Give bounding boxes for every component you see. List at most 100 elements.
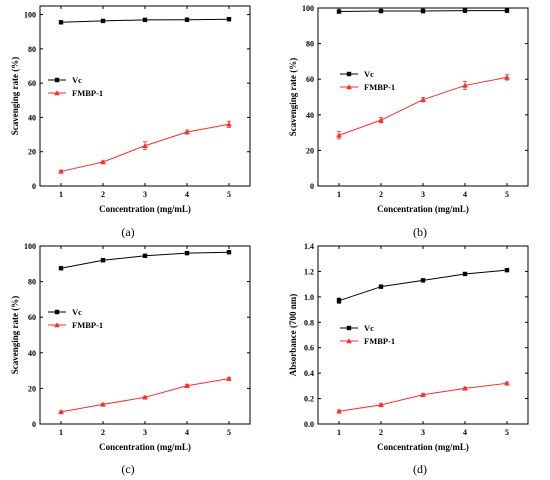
x-tick-label: 2 bbox=[379, 428, 383, 437]
series-fmbp-1 bbox=[336, 74, 510, 140]
chart-panel-2: 0 20 40 60 80 100 1 2 3 4 5 Concentration (mg/mL) Sc… bbox=[288, 4, 529, 239]
legend-label: FMBP-1 bbox=[364, 336, 395, 346]
data-point bbox=[226, 375, 232, 381]
x-tick-label: 5 bbox=[227, 190, 231, 199]
data-point bbox=[226, 17, 232, 22]
legend: Vc FMBP-1 bbox=[340, 323, 395, 346]
y-tick-label: 20 bbox=[28, 384, 36, 393]
data-point bbox=[462, 271, 468, 277]
y-tick-label: 20 bbox=[28, 148, 36, 157]
legend-marker bbox=[54, 322, 60, 328]
x-axis-title: Concentration (mg/mL) bbox=[99, 442, 191, 452]
y-axis-title: Scavenging rate (%) bbox=[10, 296, 20, 375]
data-point bbox=[184, 17, 190, 22]
legend: Vc FMBP-1 bbox=[340, 69, 395, 92]
data-point bbox=[378, 117, 384, 123]
y-tick-label: 0 bbox=[32, 420, 36, 429]
series-vc bbox=[58, 17, 232, 25]
y-tick-label: 60 bbox=[306, 75, 314, 84]
data-point bbox=[378, 284, 384, 289]
data-point bbox=[184, 382, 190, 388]
chart-panel-1: 0 20 40 60 80 100 1 2 3 4 5 Concentration (mg/mL) Sc… bbox=[10, 5, 251, 239]
data-point bbox=[378, 8, 384, 14]
series-fmbp-1 bbox=[58, 120, 232, 174]
y-tick-label: 100 bbox=[24, 11, 36, 20]
data-point bbox=[336, 132, 342, 138]
x-tick-label: 4 bbox=[185, 190, 189, 199]
data-point bbox=[462, 385, 468, 391]
y-tick-label: 80 bbox=[28, 45, 36, 54]
series-vc bbox=[336, 8, 510, 14]
panel-tag: (c) bbox=[121, 462, 134, 476]
y-axis-title: Scavenging rate (%) bbox=[288, 58, 298, 137]
legend-label: Vc bbox=[72, 75, 82, 85]
legend-marker bbox=[346, 71, 352, 77]
data-point bbox=[100, 18, 106, 24]
data-point bbox=[58, 266, 64, 271]
panel-tag: (d) bbox=[413, 462, 427, 476]
y-tick-label: 0.8 bbox=[304, 318, 314, 327]
data-point bbox=[142, 394, 148, 400]
x-tick-label: 4 bbox=[185, 428, 189, 437]
y-tick-label: 0.2 bbox=[304, 395, 314, 404]
data-point bbox=[100, 159, 106, 165]
panel-tag: (a) bbox=[121, 225, 134, 239]
x-tick-label: 4 bbox=[463, 190, 467, 199]
data-point bbox=[504, 8, 510, 13]
legend-marker bbox=[346, 84, 352, 90]
legend-label: FMBP-1 bbox=[72, 320, 103, 330]
data-point bbox=[336, 298, 342, 303]
data-point bbox=[184, 250, 190, 256]
legend-marker bbox=[346, 338, 352, 344]
x-tick-label: 1 bbox=[59, 190, 63, 199]
data-point bbox=[420, 278, 426, 283]
legend-marker bbox=[54, 90, 60, 96]
data-point bbox=[58, 409, 64, 415]
data-point bbox=[420, 8, 426, 14]
series-line bbox=[338, 382, 508, 412]
legend-marker bbox=[346, 325, 352, 331]
legend-marker bbox=[54, 77, 60, 83]
data-point bbox=[100, 258, 106, 263]
y-tick-label: 80 bbox=[28, 278, 36, 287]
data-point bbox=[58, 168, 64, 174]
legend-label: Vc bbox=[72, 307, 82, 317]
y-tick-label: 40 bbox=[28, 349, 36, 358]
data-point bbox=[100, 401, 106, 407]
data-point bbox=[58, 20, 64, 25]
x-tick-label: 5 bbox=[505, 428, 509, 437]
y-tick-label: 40 bbox=[28, 113, 36, 122]
chart-panel-3: 0 20 40 60 80 100 1 2 3 4 5 Concentration (mg/mL) Sc… bbox=[10, 242, 251, 476]
x-tick-label: 3 bbox=[421, 428, 425, 437]
legend: Vc FMBP-1 bbox=[48, 307, 103, 330]
x-tick-label: 1 bbox=[337, 428, 341, 437]
data-point bbox=[226, 121, 232, 127]
x-axis-title: Concentration (mg/mL) bbox=[377, 442, 469, 452]
x-tick-label: 3 bbox=[143, 428, 147, 437]
y-tick-label: 0.6 bbox=[304, 344, 314, 353]
data-point bbox=[142, 17, 148, 23]
y-tick-label: 20 bbox=[306, 146, 314, 155]
x-tick-label: 5 bbox=[227, 428, 231, 437]
data-point bbox=[462, 82, 468, 88]
x-tick-label: 4 bbox=[463, 428, 467, 437]
y-axis-title: Scavenging rate (%) bbox=[10, 57, 20, 136]
x-axis-title: Concentration (mg/mL) bbox=[99, 204, 191, 214]
y-tick-label: 0.0 bbox=[304, 420, 314, 429]
y-tick-label: 80 bbox=[306, 40, 314, 49]
data-point bbox=[184, 129, 190, 135]
legend-label: Vc bbox=[364, 323, 374, 333]
x-tick-label: 3 bbox=[421, 190, 425, 199]
data-point bbox=[226, 250, 232, 255]
series-fmbp-1 bbox=[336, 380, 510, 414]
y-tick-label: 0 bbox=[310, 182, 314, 191]
y-tick-label: 40 bbox=[306, 111, 314, 120]
y-tick-label: 100 bbox=[24, 242, 36, 251]
x-tick-label: 1 bbox=[59, 428, 63, 437]
legend-label: Vc bbox=[364, 69, 374, 79]
y-tick-label: 0.4 bbox=[304, 369, 314, 378]
data-point bbox=[378, 402, 384, 408]
series-fmbp-1 bbox=[58, 375, 232, 415]
data-point bbox=[462, 8, 468, 13]
